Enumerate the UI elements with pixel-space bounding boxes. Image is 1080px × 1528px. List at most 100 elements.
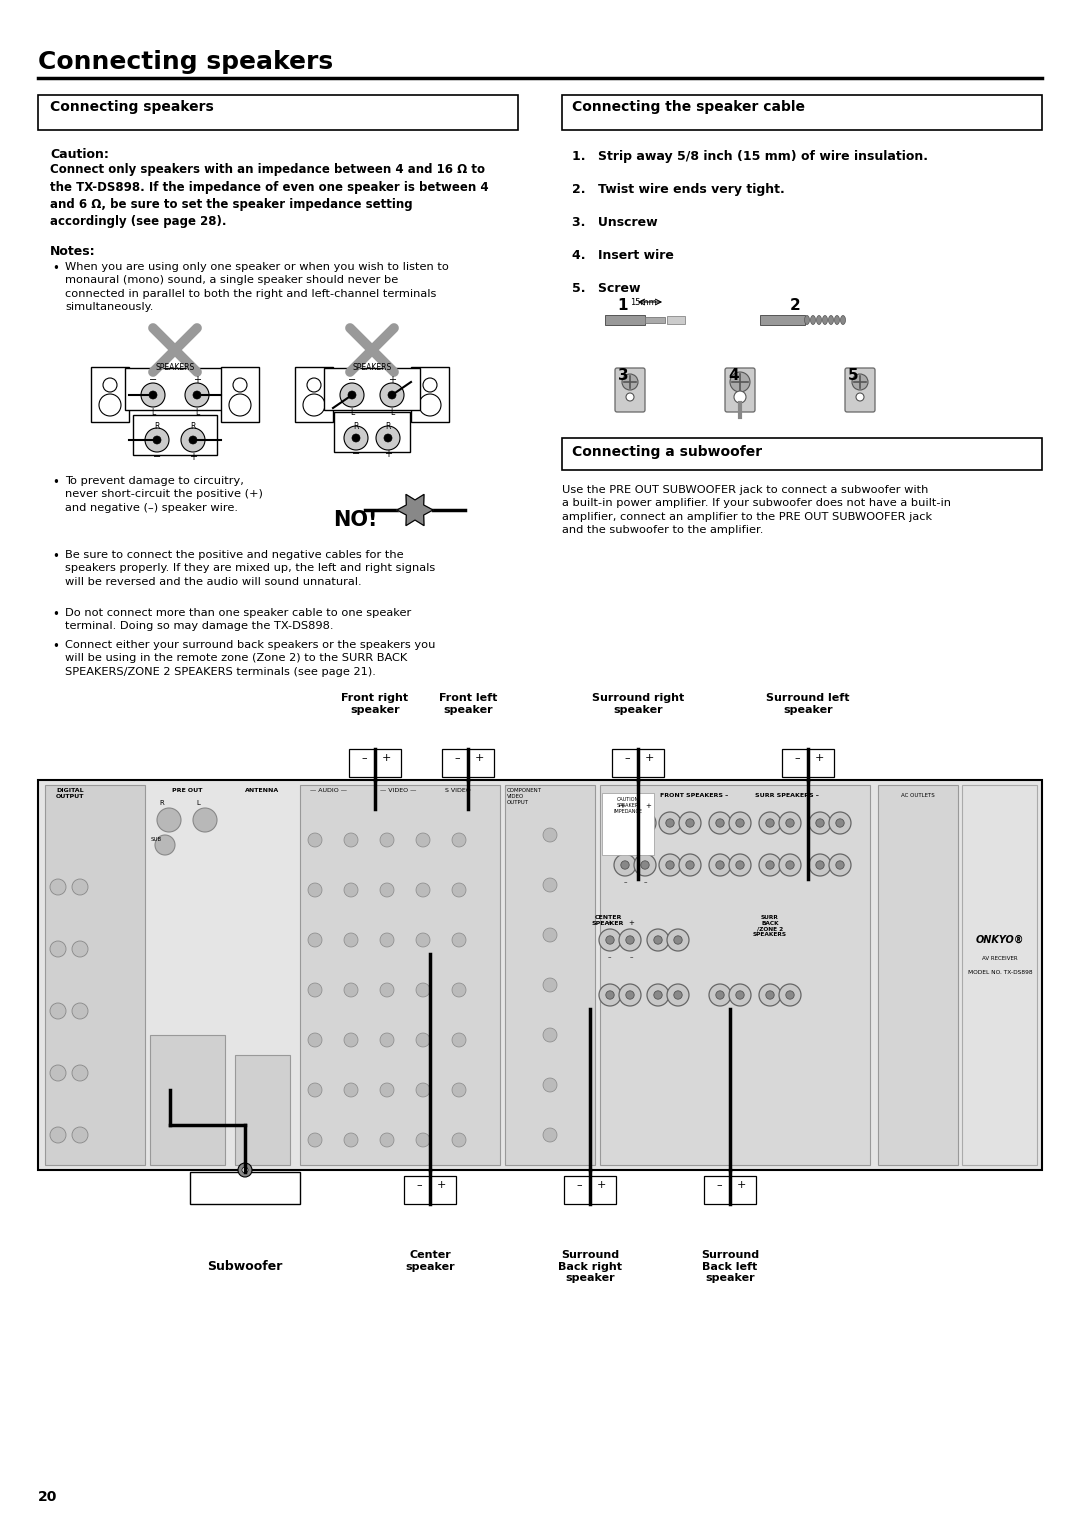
- Circle shape: [708, 984, 731, 1005]
- Circle shape: [809, 811, 831, 834]
- Text: •: •: [52, 640, 59, 652]
- Circle shape: [453, 1083, 465, 1097]
- Circle shape: [665, 819, 674, 827]
- Ellipse shape: [805, 315, 810, 324]
- Text: –: –: [607, 953, 611, 960]
- Circle shape: [667, 929, 689, 950]
- Text: L: L: [350, 408, 354, 417]
- Circle shape: [233, 377, 247, 393]
- Text: −: −: [348, 374, 356, 385]
- Text: Use the PRE OUT SUBWOOFER jack to connect a subwoofer with
a built-in power ampl: Use the PRE OUT SUBWOOFER jack to connec…: [562, 484, 951, 535]
- Circle shape: [153, 435, 161, 445]
- Circle shape: [345, 1083, 357, 1097]
- Circle shape: [615, 854, 636, 876]
- Circle shape: [453, 934, 465, 947]
- Text: +: +: [619, 804, 625, 808]
- Ellipse shape: [840, 315, 846, 324]
- Circle shape: [543, 1077, 557, 1093]
- Bar: [38, 95, 518, 130]
- Text: R: R: [386, 422, 391, 431]
- Bar: [562, 95, 1042, 130]
- Text: –: –: [455, 753, 460, 762]
- Text: R: R: [353, 422, 359, 431]
- Circle shape: [308, 833, 322, 847]
- Text: L: L: [390, 408, 394, 417]
- Bar: [295, 367, 333, 422]
- Circle shape: [626, 393, 634, 400]
- Circle shape: [815, 819, 824, 827]
- Circle shape: [619, 984, 642, 1005]
- Circle shape: [157, 808, 181, 833]
- Ellipse shape: [828, 315, 834, 324]
- Text: Be sure to connect the positive and negative cables for the
speakers properly. I: Be sure to connect the positive and nega…: [65, 550, 435, 587]
- Text: +: +: [645, 753, 653, 762]
- Text: SPEAKERS: SPEAKERS: [352, 364, 392, 371]
- Circle shape: [384, 434, 392, 442]
- Circle shape: [50, 1128, 66, 1143]
- Text: L: L: [151, 408, 156, 417]
- Text: SURR SPEAKERS –: SURR SPEAKERS –: [755, 793, 819, 798]
- Circle shape: [809, 854, 831, 876]
- Circle shape: [50, 1065, 66, 1080]
- Bar: [962, 785, 1037, 1164]
- Circle shape: [735, 990, 744, 999]
- Circle shape: [766, 819, 774, 827]
- Circle shape: [640, 860, 649, 869]
- Text: SUB: SUB: [150, 837, 162, 842]
- Circle shape: [653, 990, 662, 999]
- Text: •: •: [52, 477, 59, 489]
- Circle shape: [193, 808, 217, 833]
- Circle shape: [759, 854, 781, 876]
- Bar: [221, 367, 259, 422]
- Ellipse shape: [816, 315, 822, 324]
- Circle shape: [380, 1033, 394, 1047]
- Circle shape: [856, 393, 864, 400]
- Circle shape: [543, 1128, 557, 1141]
- Polygon shape: [397, 495, 433, 526]
- Circle shape: [99, 394, 121, 416]
- Circle shape: [303, 394, 325, 416]
- Circle shape: [634, 811, 656, 834]
- Text: +: +: [645, 804, 651, 808]
- Bar: [133, 416, 217, 455]
- Circle shape: [380, 833, 394, 847]
- Text: NO!: NO!: [333, 510, 377, 530]
- Bar: [334, 413, 410, 452]
- Circle shape: [380, 983, 394, 996]
- Circle shape: [238, 1163, 252, 1177]
- Circle shape: [453, 833, 465, 847]
- Circle shape: [779, 811, 801, 834]
- Circle shape: [647, 984, 669, 1005]
- Circle shape: [640, 819, 649, 827]
- Circle shape: [416, 934, 430, 947]
- Text: +: +: [381, 753, 391, 762]
- Circle shape: [606, 990, 615, 999]
- Circle shape: [730, 371, 750, 393]
- Circle shape: [647, 929, 669, 950]
- Circle shape: [181, 428, 205, 452]
- Bar: [235, 1054, 291, 1164]
- Bar: [404, 1177, 456, 1204]
- Text: –: –: [623, 879, 626, 885]
- Bar: [878, 785, 958, 1164]
- Circle shape: [716, 990, 725, 999]
- Text: To prevent damage to circuitry,
never short-circuit the positive (+)
and negativ: To prevent damage to circuitry, never sh…: [65, 477, 262, 513]
- Bar: [150, 1034, 225, 1164]
- FancyBboxPatch shape: [725, 368, 755, 413]
- Circle shape: [786, 990, 794, 999]
- Circle shape: [380, 384, 404, 406]
- Circle shape: [779, 984, 801, 1005]
- Circle shape: [543, 828, 557, 842]
- Text: 5: 5: [848, 368, 859, 384]
- Circle shape: [348, 391, 356, 399]
- Circle shape: [380, 883, 394, 897]
- Text: –: –: [624, 753, 630, 762]
- Circle shape: [423, 377, 437, 393]
- Circle shape: [679, 854, 701, 876]
- Circle shape: [729, 811, 751, 834]
- Circle shape: [543, 879, 557, 892]
- Circle shape: [72, 1128, 87, 1143]
- Text: 2: 2: [789, 298, 800, 313]
- Text: +: +: [474, 753, 484, 762]
- Text: DIGITAL
OUTPUT: DIGITAL OUTPUT: [56, 788, 84, 799]
